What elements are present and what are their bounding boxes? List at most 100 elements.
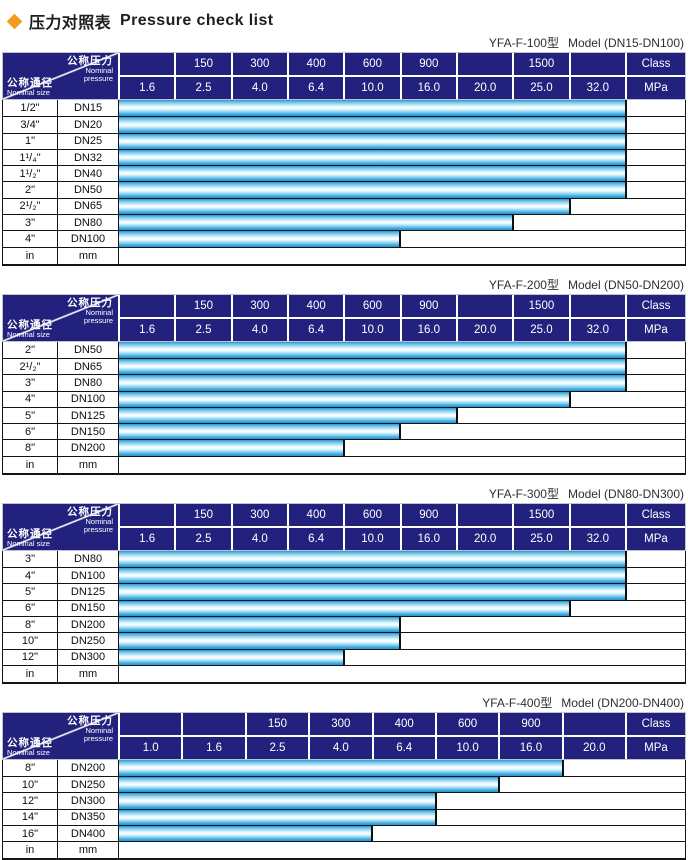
bar-track — [119, 809, 685, 826]
mpa-header-cell: 4.0 — [233, 77, 289, 99]
class-header-cell: 600 — [345, 503, 402, 526]
nominal-pressure-label: 公称压力 Nominal pressure — [67, 297, 113, 325]
table-row: 1/2" DN15 — [3, 100, 685, 117]
bar-track — [119, 568, 685, 584]
bar-track — [119, 793, 685, 809]
pressure-grid: 公称压力 Nominal pressure 公称通径 Nominal size 150 30… — [2, 52, 686, 266]
size-dn-cell: DN15 — [58, 100, 119, 117]
model-label: YFA-F-300型 — [488, 486, 559, 501]
nominal-size-label: 公称通径 Nominal size — [7, 77, 53, 97]
class-header-cell — [571, 53, 627, 75]
mpa-header-cell: 1.6 — [120, 318, 177, 341]
class-header-cell: 400 — [289, 53, 346, 75]
size-dn-cell: DN65 — [58, 198, 119, 215]
pressure-range-bar — [119, 616, 402, 633]
pressure-table-yfa-f-100: YFA-F-100型 Model (DN15-DN100) 公称压力 Nominal… — [2, 35, 686, 266]
class-header-cell: 300 — [233, 53, 289, 75]
bar-track-empty — [119, 456, 685, 473]
nominal-size-en: Nominal size — [7, 88, 50, 97]
table-row: 5" DN125 — [3, 583, 685, 600]
mpa-header-cell: 1.0 — [120, 736, 184, 759]
table-header: 公称压力 Nominal pressure 公称通径 Nominal size 150 30… — [2, 293, 686, 342]
size-inch-cell: 1" — [3, 133, 58, 149]
nominal-size-en: Nominal size — [7, 747, 50, 757]
class-header-cell — [458, 503, 515, 526]
table-row: 12" DN300 — [3, 792, 685, 809]
size-dn-cell: DN80 — [58, 375, 119, 391]
pressure-range-bar — [119, 600, 571, 616]
class-header-cell — [120, 503, 177, 526]
size-inch-cell: 6" — [3, 600, 58, 616]
mpa-header-cell: 16.0 — [500, 736, 564, 759]
table-row: 8" DN200 — [3, 439, 685, 456]
nominal-pressure-zh: 公称压力 — [67, 505, 113, 518]
size-dn-cell: DN200 — [58, 759, 119, 777]
table-row: 6" DN150 — [3, 423, 685, 440]
pressure-range-bar — [119, 550, 628, 568]
model-range-label: Model (DN50-DN200) — [567, 277, 684, 292]
mpa-header-cell: 25.0 — [514, 527, 571, 550]
class-header-cell: 1500 — [514, 53, 571, 75]
table-body: 8" DN200 10" DN250 12" DN300 14" DN350 16" DN400 i… — [2, 759, 686, 860]
bar-track — [119, 407, 685, 424]
page-title-zh: 压力对照表 — [29, 15, 112, 32]
unit-inch-cell: in — [3, 665, 58, 682]
unit-inch-cell: in — [3, 456, 58, 473]
nominal-pressure-zh: 公称压力 — [67, 55, 113, 67]
size-inch-cell: 3/4" — [3, 117, 58, 133]
size-dn-cell: DN150 — [58, 600, 119, 616]
table-row: 3/4" DN20 — [3, 116, 685, 133]
table-row: 1¹/₄" DN32 — [3, 148, 685, 166]
nominal-pressure-en-2: pressure — [83, 524, 113, 534]
mpa-header-cell: 6.4 — [374, 736, 437, 759]
nominal-size-zh: 公称通径 — [7, 318, 53, 331]
mpa-header-cell: 32.0 — [571, 527, 627, 550]
size-dn-cell: DN25 — [58, 133, 119, 149]
pressure-range-bar — [119, 215, 515, 231]
mpa-header-cell: 6.4 — [289, 527, 346, 550]
nominal-pressure-en-1: Nominal — [85, 725, 113, 735]
bar-track — [119, 117, 685, 133]
size-inch-cell: 8" — [3, 616, 58, 633]
pressure-range-bar — [119, 440, 345, 456]
size-inch-cell: 12" — [3, 649, 58, 665]
table-row: 2" DN50 — [3, 341, 685, 358]
pressure-range-bar — [119, 424, 402, 440]
model-label: YFA-F-100型 — [488, 36, 559, 50]
size-dn-cell: DN250 — [58, 777, 119, 793]
table-row: 4" DN100 — [3, 230, 685, 247]
mpa-unit-cell: MPa — [644, 741, 668, 754]
mpa-header-row: 1.6 2.5 4.0 6.4 10.0 16.0 20.0 25.0 32.0 MPa — [120, 316, 685, 341]
table-header: 公称压力 Nominal pressure 公称通径 Nominal size 150 30… — [2, 711, 686, 760]
class-header-cell: 900 — [402, 294, 458, 317]
bar-track — [119, 777, 685, 793]
mpa-header-cell: 4.0 — [233, 527, 289, 550]
nominal-pressure-en-2: pressure — [83, 74, 113, 83]
size-dn-cell: DN20 — [58, 117, 119, 133]
bar-track — [119, 391, 685, 407]
table-header: 公称压力 Nominal pressure 公称通径 Nominal size 150 30… — [2, 52, 686, 100]
table-row: 5" DN125 — [3, 406, 685, 424]
mpa-header-cell: 1.6 — [183, 736, 247, 759]
mpa-header-cell: 1.6 — [120, 77, 177, 99]
pressure-range-bar — [119, 358, 628, 375]
mpa-unit-cell: MPa — [644, 323, 668, 336]
bar-track-empty — [119, 665, 685, 682]
class-header-cell: 400 — [374, 712, 437, 735]
nominal-pressure-zh: 公称压力 — [67, 714, 113, 727]
mpa-header-cell: 25.0 — [514, 77, 571, 99]
class-header-cell: 900 — [402, 503, 458, 526]
nominal-size-label: 公称通径 Nominal size — [7, 319, 53, 339]
bar-track — [119, 100, 685, 117]
bar-track — [119, 149, 685, 166]
pressure-range-bar — [119, 182, 628, 198]
mpa-header-cell: 20.0 — [458, 527, 515, 550]
unit-dn-cell: mm — [58, 665, 119, 682]
size-dn-cell: DN50 — [58, 341, 119, 358]
table-subtitle: YFA-F-400型 Model (DN200-DN400) — [2, 695, 686, 711]
bar-track — [119, 424, 685, 440]
mpa-header-cell: 20.0 — [458, 318, 515, 341]
header-columns: 150 300 400 600 900 1500 Class 1.6 2.5 4.0 6.4 10.0… — [120, 503, 685, 550]
mpa-header-cell: 10.0 — [345, 77, 402, 99]
corner-header-cell: 公称压力 Nominal pressure 公称通径 Nominal size — [3, 503, 120, 550]
